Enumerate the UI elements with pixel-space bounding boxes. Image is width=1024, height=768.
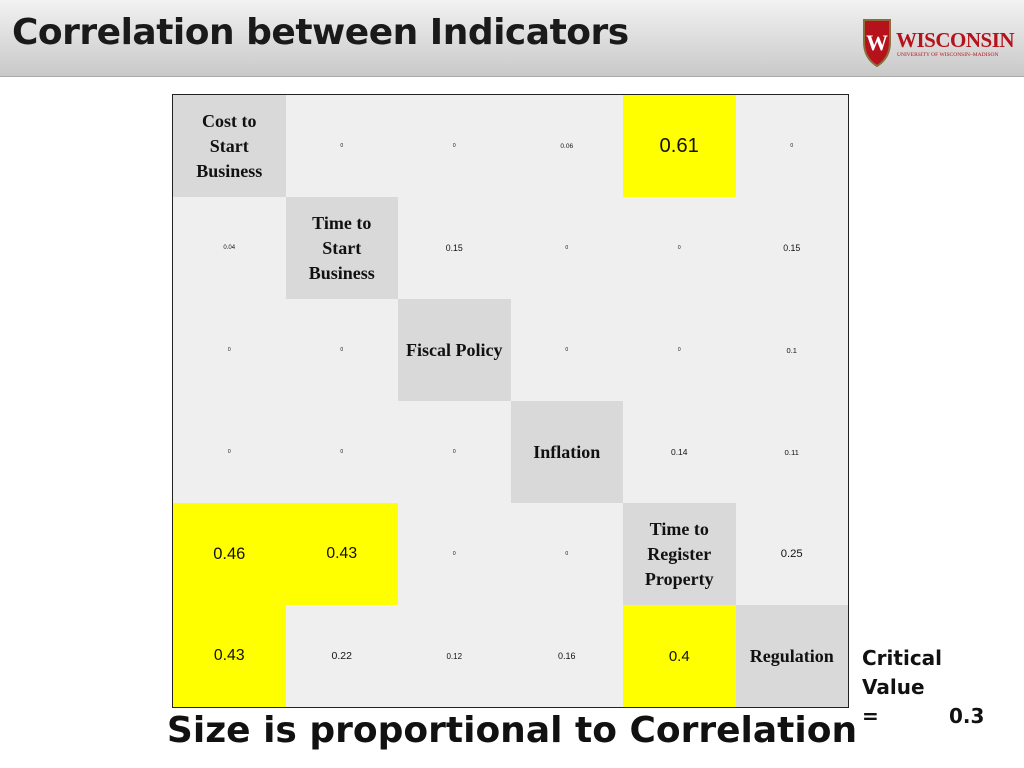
logo-subtitle: UNIVERSITY OF WISCONSIN–MADISON (897, 52, 999, 58)
correlation-cell: 0 (677, 245, 681, 251)
correlation-cell: 0 (790, 143, 794, 149)
logo: W WISCONSIN UNIVERSITY OF WISCONSIN–MADI… (860, 12, 1020, 68)
correlation-cell: 0 (677, 347, 681, 353)
diagonal-label: Inflation (510, 401, 623, 503)
header-bar: Correlation between Indicators W WISCONS… (0, 0, 1024, 77)
correlation-cell: 0 (452, 449, 456, 455)
diagonal-label: Time to Start Business (285, 197, 398, 299)
correlation-cell: 0 (452, 143, 456, 149)
correlation-cell: 0 (340, 143, 344, 149)
correlation-cell: 0.12 (446, 651, 463, 661)
correlation-cell: 0 (565, 245, 569, 251)
correlation-cell: 0.61 (623, 95, 736, 197)
diagonal-label: Fiscal Policy (398, 299, 511, 401)
correlation-cell: 0 (340, 449, 344, 455)
correlation-cell: 0 (227, 347, 231, 353)
diagonal-label: Cost to Start Business (173, 95, 286, 197)
note-value: 0.3 (948, 704, 985, 728)
critical-value-note: Critical Value = 0.3 (862, 644, 1002, 731)
correlation-cell: 0.16 (557, 651, 576, 661)
correlation-cell: 0.15 (445, 243, 463, 253)
correlation-cell: 0 (565, 551, 569, 557)
correlation-cell: 0 (340, 347, 344, 353)
correlation-cell: 0.1 (786, 345, 797, 355)
correlation-cell: 0.14 (670, 447, 688, 457)
correlation-matrix: Cost to Start Business 0 0 0.06 0.61 0 0.04 Tim… (172, 94, 849, 708)
correlation-cell: 0.4 (623, 605, 736, 707)
diagonal-label: Time to Register Property (623, 503, 736, 605)
correlation-cell: 0.15 (783, 243, 801, 253)
note-label: Critical Value = (862, 646, 943, 728)
correlation-cell: 0 (565, 347, 569, 353)
correlation-cell: 0.11 (784, 447, 799, 457)
correlation-cell: 0 (227, 449, 231, 455)
correlation-cell: 0.06 (560, 142, 574, 150)
correlation-cell: 0.43 (173, 605, 286, 707)
correlation-cell: 0.46 (173, 503, 286, 605)
correlation-cell: 0.25 (780, 548, 803, 560)
caption: Size is proportional to Correlation (166, 710, 858, 751)
correlation-cell: 0 (452, 551, 456, 557)
correlation-cell: 0.22 (331, 650, 352, 662)
svg-text:W: W (866, 30, 888, 55)
logo-name: WISCONSIN (896, 28, 1015, 52)
slide-title: Correlation between Indicators (12, 12, 629, 53)
diagonal-label: Regulation (735, 605, 848, 707)
correlation-cell: 0.43 (285, 503, 398, 605)
correlation-cell: 0.04 (223, 245, 236, 251)
crest: W (863, 19, 891, 68)
